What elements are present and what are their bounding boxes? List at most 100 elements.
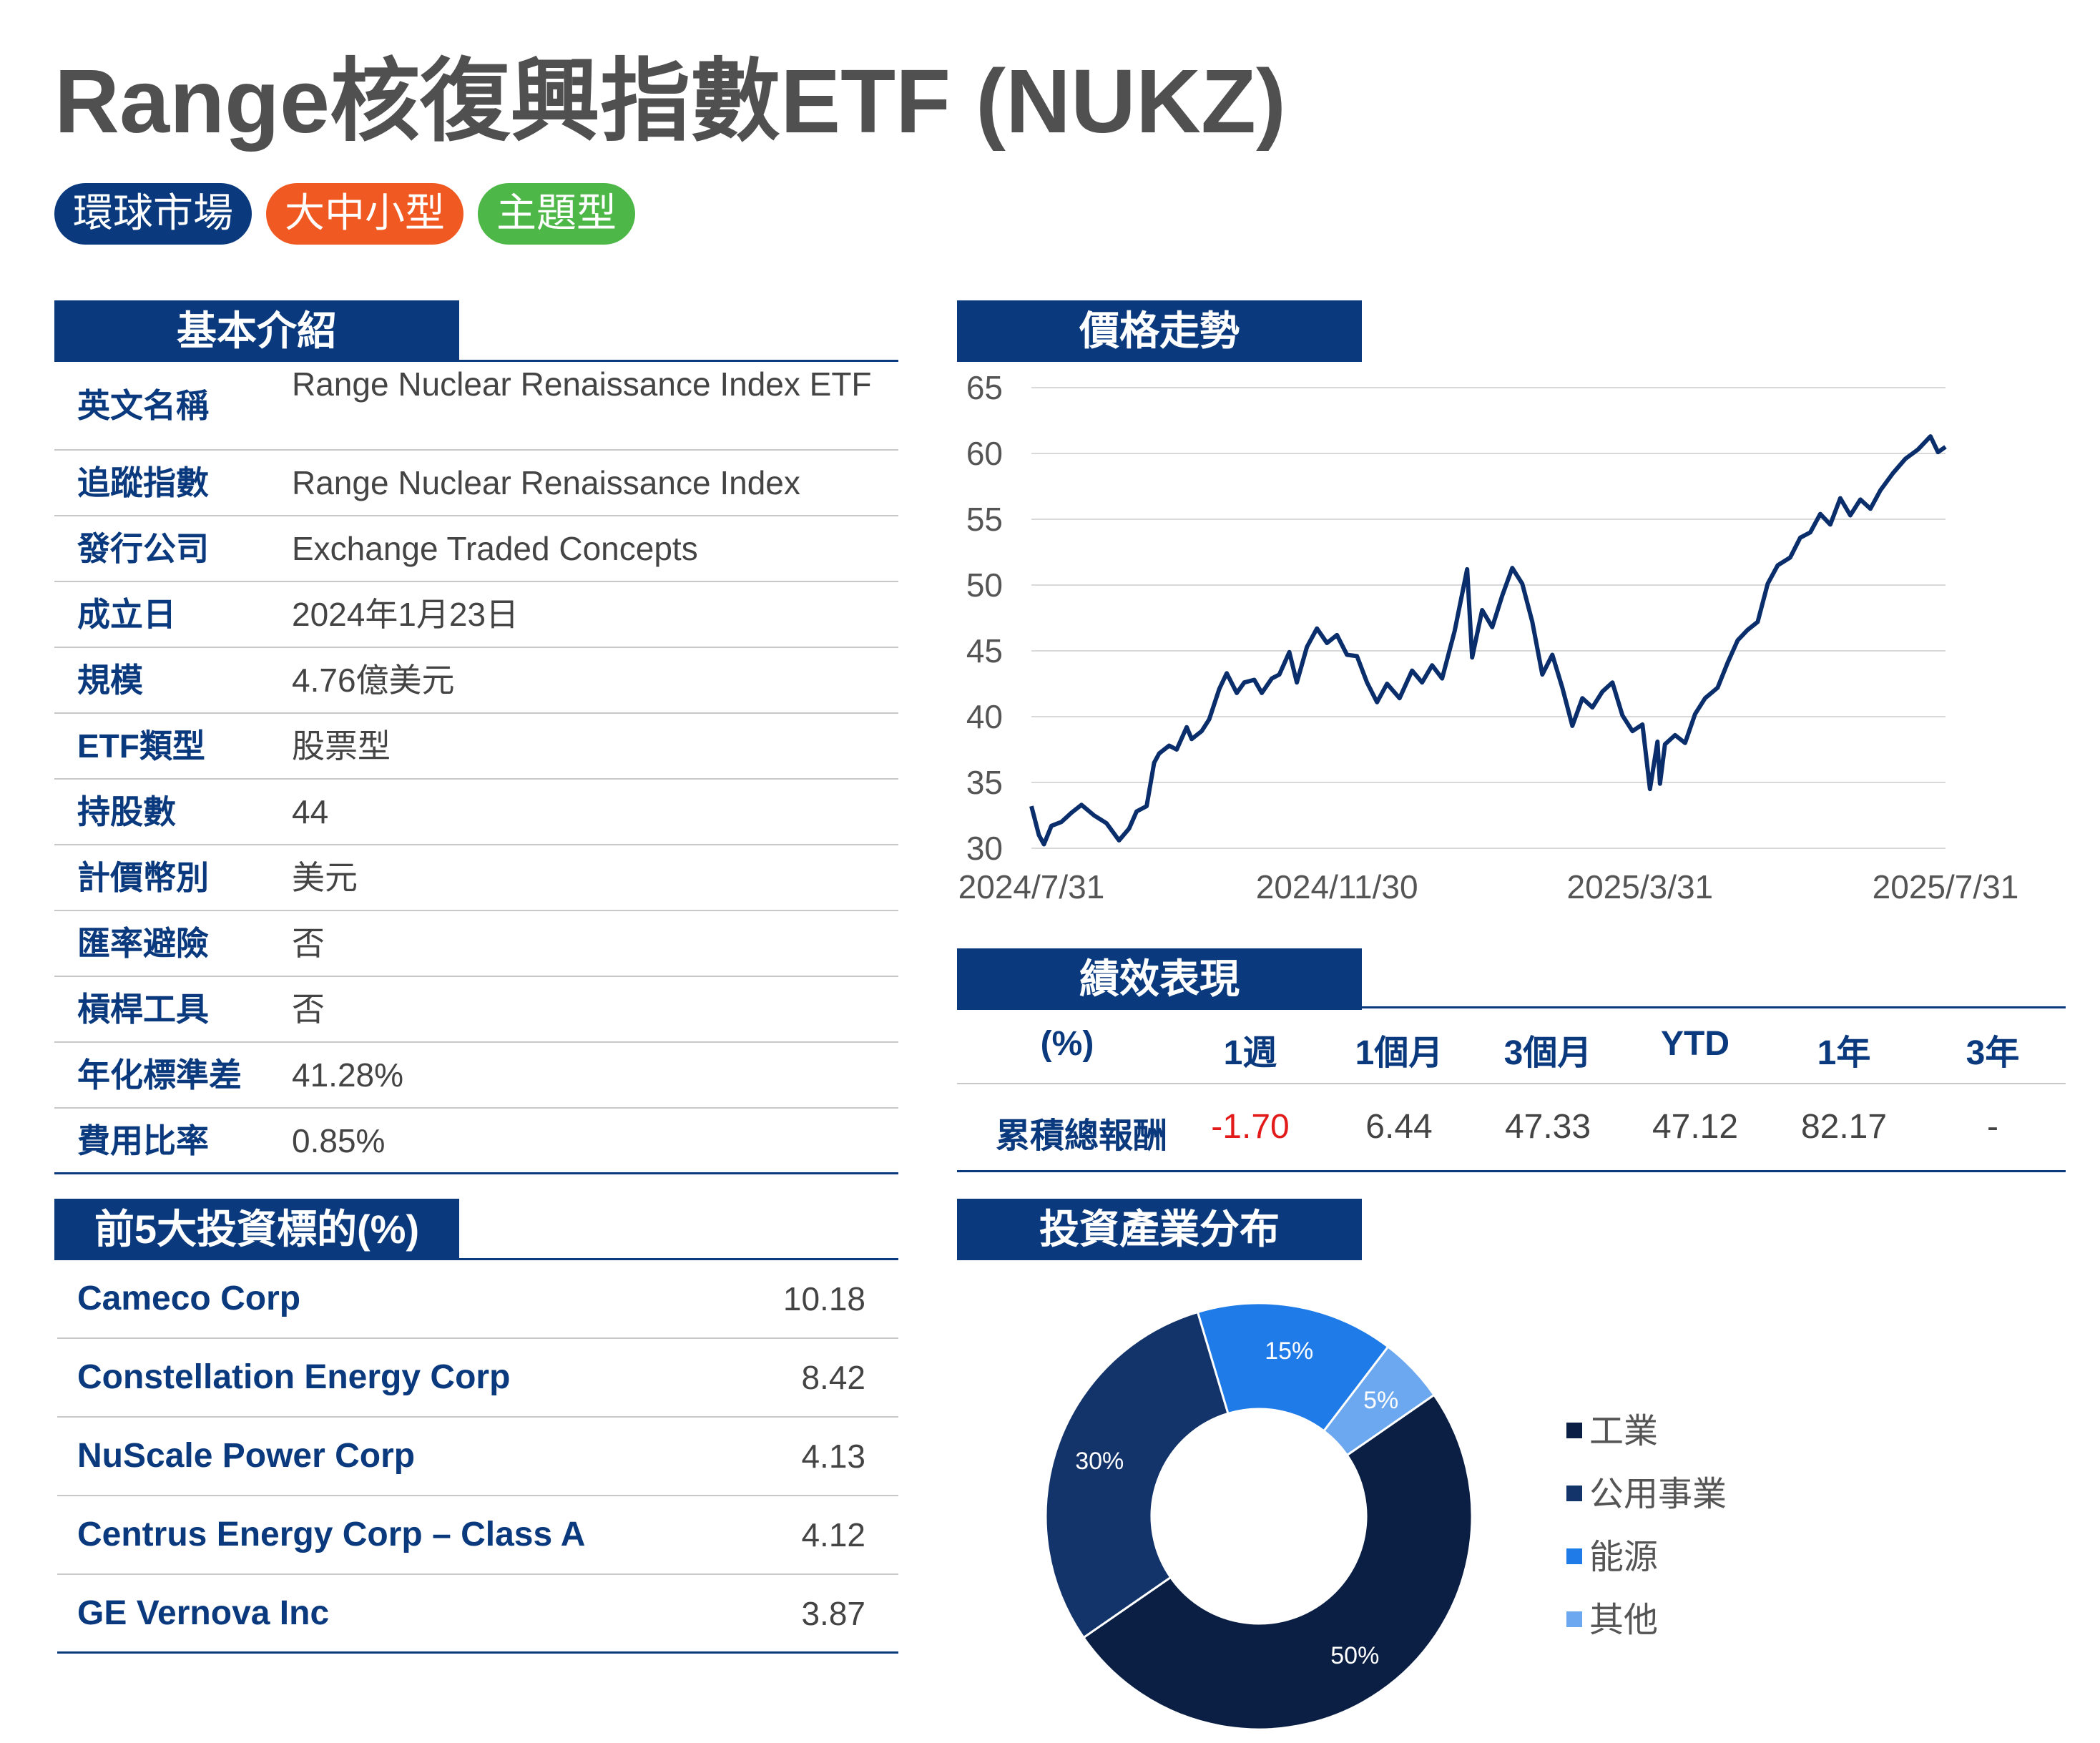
perf-value-1m: 6.44 xyxy=(1365,1108,1433,1146)
perf-header-ytd: YTD xyxy=(1661,1025,1729,1063)
holding-row: GE Vernova Inc 3.87 xyxy=(57,1575,898,1654)
x-tick-label: 2024/7/31 xyxy=(958,868,1105,905)
legend-swatch xyxy=(1566,1486,1582,1502)
info-row-issuer: 發行公司 Exchange Traded Concepts xyxy=(54,516,898,582)
legend-label: 工業 xyxy=(1589,1413,1659,1450)
holding-name: Constellation Energy Corp xyxy=(77,1358,511,1396)
legend-item-energy: 能源 xyxy=(1566,1536,1658,1579)
info-key: 追蹤指數 xyxy=(77,464,209,501)
info-key: ETF類型 xyxy=(77,727,205,765)
holdings-heading: 前5大投資標的(%) xyxy=(54,1199,459,1260)
legend-swatch xyxy=(1566,1548,1582,1565)
donut-slice xyxy=(1196,1302,1390,1433)
donut-slice xyxy=(1044,1310,1230,1639)
y-tick-label: 40 xyxy=(966,698,1003,735)
basic-info-heading: 基本介紹 xyxy=(54,300,459,362)
info-value: 2024年1月23日 xyxy=(292,596,519,633)
y-tick-label: 55 xyxy=(966,501,1003,538)
info-value: Exchange Traded Concepts xyxy=(292,530,698,567)
donut-slice-label: 15% xyxy=(1265,1337,1313,1365)
holding-name: Cameco Corp xyxy=(77,1280,301,1317)
y-tick-label: 50 xyxy=(966,566,1003,604)
y-tick-label: 45 xyxy=(966,632,1003,669)
donut-slice-label: 5% xyxy=(1363,1387,1398,1414)
donut-slice-label: 50% xyxy=(1330,1642,1379,1669)
info-row-leverage: 槓桿工具 否 xyxy=(54,977,898,1043)
info-value: 否 xyxy=(292,991,325,1028)
info-key: 匯率避險 xyxy=(77,925,209,962)
info-row-volatility: 年化標準差 41.28% xyxy=(54,1043,898,1109)
holding-weight: 3.87 xyxy=(801,1595,865,1632)
info-row-expense-ratio: 費用比率 0.85% xyxy=(54,1109,898,1174)
info-key: 槓桿工具 xyxy=(77,991,209,1028)
info-key: 年化標準差 xyxy=(77,1056,242,1094)
y-tick-label: 35 xyxy=(966,764,1003,801)
y-tick-label: 30 xyxy=(966,830,1003,867)
category-tags: 環球市場 大中小型 主題型 xyxy=(54,183,635,245)
page-title: Range核復興指數ETF (NUKZ) xyxy=(54,51,1286,152)
info-key: 計價幣別 xyxy=(77,859,209,896)
info-key: 成立日 xyxy=(77,596,176,633)
tag-global-market: 環球市場 xyxy=(54,183,252,245)
legend-label: 其他 xyxy=(1589,1601,1659,1639)
perf-header-1w: 1週 xyxy=(1223,1034,1277,1072)
info-key: 英文名稱 xyxy=(77,387,209,424)
legend-swatch xyxy=(1566,1423,1582,1439)
industry-heading: 投資產業分布 xyxy=(957,1199,1362,1260)
price-trend-heading: 價格走勢 xyxy=(957,300,1362,362)
info-row-inception: 成立日 2024年1月23日 xyxy=(54,582,898,648)
holding-weight: 4.12 xyxy=(801,1516,865,1553)
holding-name: NuScale Power Corp xyxy=(77,1437,416,1475)
perf-value-3y: - xyxy=(1987,1108,1998,1146)
industry-donut-chart: 15% 5% 50% 30% xyxy=(1044,1302,1473,1731)
holding-weight: 4.13 xyxy=(801,1438,865,1475)
holding-row: NuScale Power Corp 4.13 xyxy=(57,1418,898,1496)
x-tick-label: 2024/11/30 xyxy=(1256,868,1418,905)
perf-value-1w: -1.70 xyxy=(1211,1108,1290,1146)
performance-rule xyxy=(957,1006,2066,1008)
info-value: 否 xyxy=(292,925,325,962)
price-series-line xyxy=(1029,434,1947,847)
legend-swatch xyxy=(1566,1611,1582,1628)
info-value: 美元 xyxy=(292,859,358,896)
legend-item-industrials: 工業 xyxy=(1566,1410,1658,1453)
info-row-english-name: 英文名稱 Range Nuclear Renaissance Index ETF xyxy=(54,362,898,451)
tag-all-cap: 大中小型 xyxy=(266,183,463,245)
legend-label: 公用事業 xyxy=(1589,1476,1727,1513)
holding-name: Centrus Energy Corp – Class A xyxy=(77,1516,586,1553)
legend-item-other: 其他 xyxy=(1566,1599,1658,1642)
perf-value-3m: 47.33 xyxy=(1504,1108,1591,1146)
info-row-currency: 計價幣別 美元 xyxy=(54,845,898,911)
info-row-etf-type: ETF類型 股票型 xyxy=(54,714,898,780)
info-value: 0.85% xyxy=(292,1122,386,1159)
holding-name: GE Vernova Inc xyxy=(77,1594,330,1632)
info-value: 4.76億美元 xyxy=(292,662,455,699)
holding-weight: 10.18 xyxy=(782,1280,865,1317)
y-tick-label: 60 xyxy=(966,435,1003,472)
donut-slice-label: 30% xyxy=(1075,1448,1124,1475)
info-row-fx-hedge: 匯率避險 否 xyxy=(54,911,898,977)
performance-heading: 績效表現 xyxy=(957,948,1362,1010)
holding-row: Cameco Corp 10.18 xyxy=(57,1260,898,1339)
performance-divider xyxy=(957,1083,2066,1084)
holding-row: Constellation Energy Corp 8.42 xyxy=(57,1339,898,1418)
perf-value-1y: 82.17 xyxy=(1800,1108,1888,1146)
perf-header-3y: 3年 xyxy=(1966,1034,2020,1072)
info-key: 規模 xyxy=(77,662,143,699)
info-value: 44 xyxy=(292,793,329,830)
info-value: 股票型 xyxy=(292,727,391,765)
perf-header-unit: (%) xyxy=(1040,1025,1094,1063)
info-value: Range Nuclear Renaissance Index xyxy=(292,464,800,501)
basic-info-rule xyxy=(54,360,898,362)
y-tick-label: 65 xyxy=(966,369,1003,406)
donut-slice xyxy=(1081,1393,1473,1731)
info-row-holdings-count: 持股數 44 xyxy=(54,780,898,845)
perf-header-1y: 1年 xyxy=(1817,1034,1871,1072)
holdings-rule xyxy=(54,1258,898,1260)
performance-bottom-rule xyxy=(957,1170,2066,1172)
legend-label: 能源 xyxy=(1589,1538,1659,1576)
price-line-chart: 30 35 40 45 50 55 60 65 2024/7/31 2024/11/30 2025/… xyxy=(958,369,2019,905)
perf-row-label: 累積總報酬 xyxy=(996,1117,1168,1155)
x-tick-label: 2025/3/31 xyxy=(1567,868,1714,905)
